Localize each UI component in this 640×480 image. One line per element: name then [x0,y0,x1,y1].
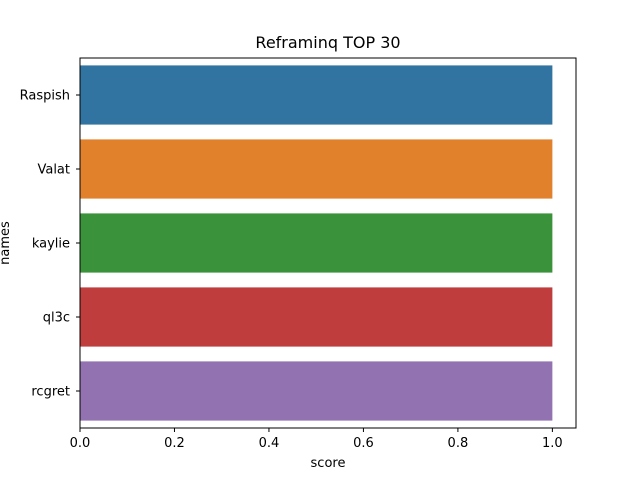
y-tick-label: kaylie [32,237,70,252]
y-tick-label: Valat [37,163,70,178]
bar-Valat [80,139,553,199]
y-tick-label: rcgret [31,385,70,400]
x-tick-label: 0.8 [448,436,469,451]
bar-rcgret [80,361,553,421]
chart-title: Reframinq TOP 30 [255,33,400,52]
x-tick-label: 0.6 [353,436,374,451]
x-tick-label: 0.4 [259,436,280,451]
y-axis-ticks: Raspish Valat kaylie ql3c rcgret [20,89,80,400]
x-tick-label: 1.0 [542,436,563,451]
y-axis-label: names [0,221,13,265]
y-tick-label: ql3c [43,311,70,326]
bars-layer [80,65,553,421]
x-axis-ticks: 0.0 0.2 0.4 0.6 0.8 1.0 [70,428,563,451]
x-axis-label: score [311,456,346,471]
bar-Raspish [80,65,553,125]
x-tick-label: 0.2 [164,436,185,451]
bar-kaylie [80,213,553,273]
bar-ql3c [80,287,553,347]
x-tick-label: 0.0 [70,436,91,451]
y-tick-label: Raspish [20,89,70,104]
